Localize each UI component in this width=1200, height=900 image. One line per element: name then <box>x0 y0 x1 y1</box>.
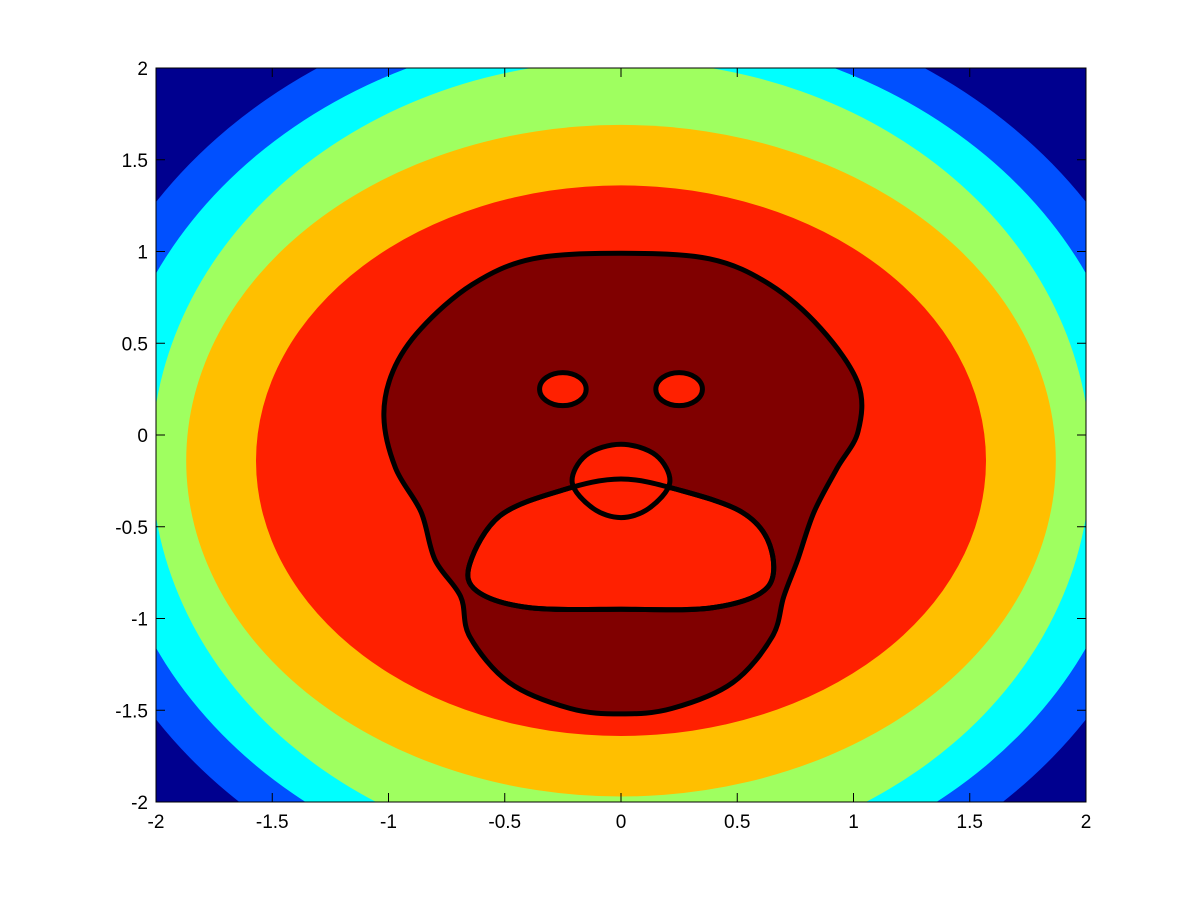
mouth-contour-edge <box>465 476 777 613</box>
x-tick-label: 0.5 <box>724 812 750 833</box>
x-tick-label: 0 <box>616 812 627 833</box>
x-tick-label: -1.5 <box>256 812 289 833</box>
contour-lines <box>381 250 865 717</box>
y-tick-label: 2 <box>137 59 148 80</box>
y-tick-label: -2 <box>131 793 148 814</box>
y-tick-label: 0 <box>137 426 148 447</box>
y-tick-label: 1 <box>137 243 148 264</box>
y-tick-label: 1.5 <box>122 151 148 172</box>
y-tick-label: -0.5 <box>115 518 148 539</box>
y-tick-label: 0.5 <box>122 334 148 355</box>
x-tick-label: -1 <box>380 812 397 833</box>
x-tick-labels: -2 -1.5 -1 -0.5 0 0.5 1 1.5 2 <box>148 812 1092 833</box>
y-tick-label: -1 <box>131 610 148 631</box>
right-eye-contour <box>653 370 705 409</box>
x-tick-label: -0.5 <box>488 812 521 833</box>
y-tick-labels: -2 -1.5 -1 -0.5 0 0.5 1 1.5 2 <box>115 59 148 814</box>
left-eye-contour <box>537 370 589 409</box>
x-tick-label: -2 <box>148 812 165 833</box>
x-tick-label: 1 <box>848 812 859 833</box>
x-tick-label: 1.5 <box>957 812 983 833</box>
axis-ticks <box>155 67 1087 803</box>
y-tick-label: -1.5 <box>115 701 148 722</box>
x-tick-label: 2 <box>1081 812 1092 833</box>
